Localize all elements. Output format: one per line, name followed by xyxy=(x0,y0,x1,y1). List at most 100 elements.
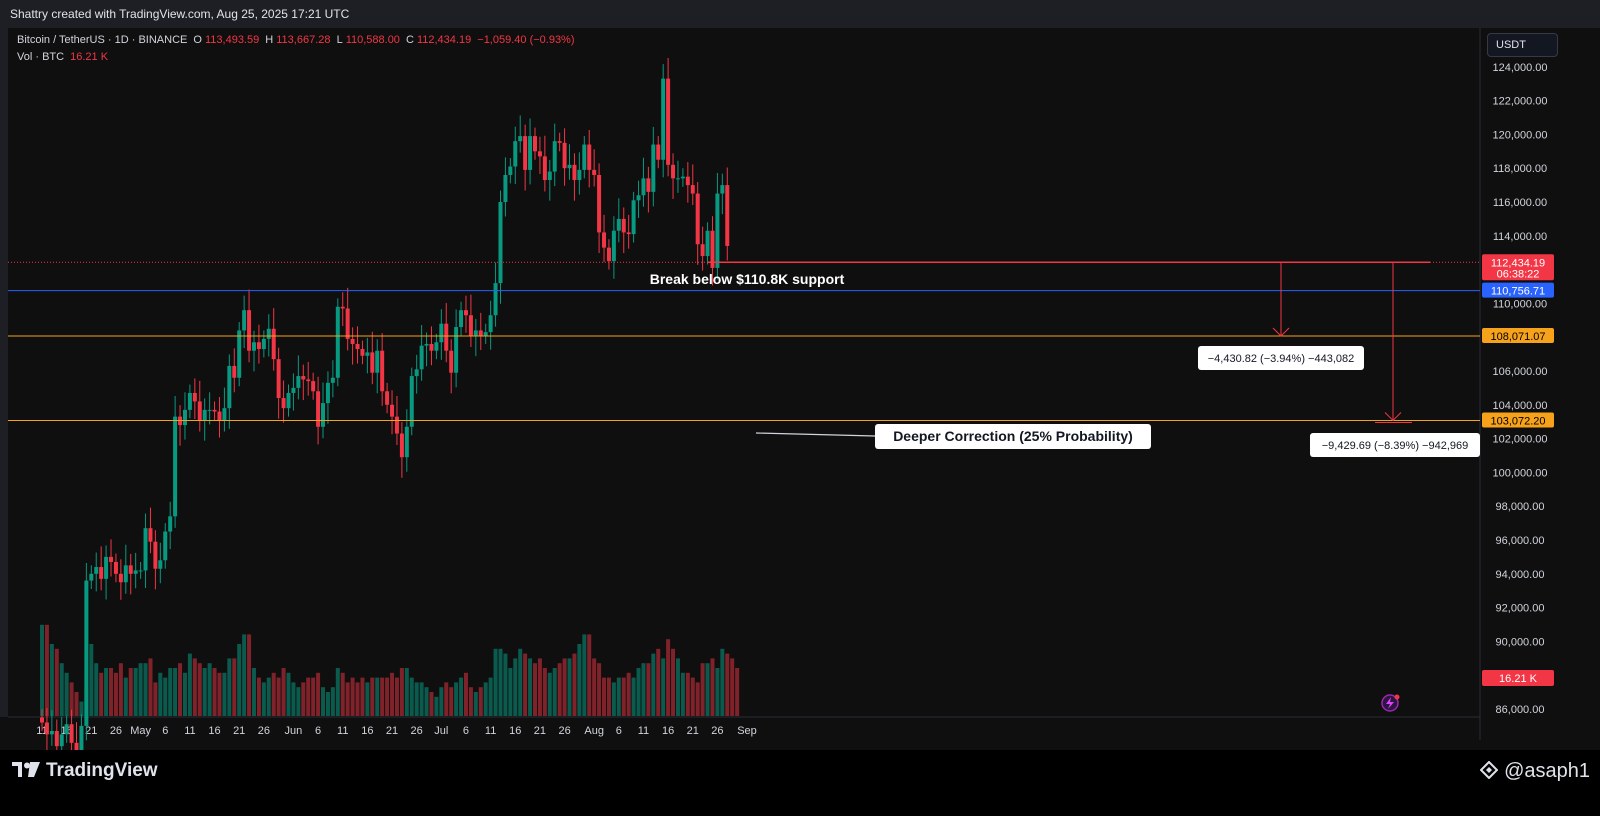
volume-bar xyxy=(40,624,44,716)
candle-body xyxy=(725,185,730,246)
price-axis xyxy=(1480,28,1600,750)
candle-body xyxy=(360,349,365,356)
volume-bar xyxy=(508,668,513,716)
candle-body xyxy=(710,230,715,268)
candle xyxy=(89,565,94,590)
volume-bar xyxy=(128,668,133,716)
candle-body xyxy=(158,560,163,569)
currency-button[interactable]: USDT xyxy=(1487,33,1558,57)
candle-body xyxy=(444,323,449,351)
volume-bar xyxy=(434,696,439,716)
candle-body xyxy=(394,416,399,434)
candle-body xyxy=(528,136,533,170)
volume-bar xyxy=(375,677,380,716)
candle-body xyxy=(404,426,409,458)
volume-bar xyxy=(311,677,316,716)
y-tick-label: 86,000.00 xyxy=(1496,704,1545,716)
candle xyxy=(148,507,153,554)
volume-bar xyxy=(261,682,266,716)
candle xyxy=(503,157,508,217)
candle-body xyxy=(498,202,503,284)
author-name: @asaph1 xyxy=(1504,760,1590,782)
close-value: 112,434.19 xyxy=(416,34,472,46)
candle-body xyxy=(454,327,459,373)
candle-body xyxy=(537,151,542,157)
candle-body xyxy=(286,392,291,409)
candle xyxy=(646,166,651,213)
volume-label[interactable]: Vol · BTC xyxy=(17,51,65,63)
candle-body xyxy=(113,561,118,574)
candle-body xyxy=(207,409,212,411)
candle-body xyxy=(375,350,380,373)
arrow-head-1 xyxy=(1272,327,1290,337)
candles xyxy=(40,58,730,750)
high-value: 113,667.28 xyxy=(276,34,331,46)
candle xyxy=(439,309,444,360)
callout-connector xyxy=(755,432,876,437)
binance-icon xyxy=(1480,761,1499,779)
candle-body xyxy=(449,350,454,373)
lightning-icon xyxy=(1386,697,1394,709)
x-tick-label: 16 xyxy=(361,725,373,737)
volume-bar xyxy=(163,677,168,716)
volume-bar xyxy=(385,677,390,716)
candle-body xyxy=(345,308,350,339)
volume-bar xyxy=(118,663,123,716)
volume-bar xyxy=(109,668,114,716)
volume-bar xyxy=(621,677,626,716)
candle xyxy=(700,226,705,271)
candle-body xyxy=(306,379,311,382)
candle-body xyxy=(153,541,158,569)
candle-body xyxy=(84,580,89,726)
volume-bar xyxy=(616,677,621,716)
top-bar: Shattry created with TradingView.com, Au… xyxy=(0,0,1600,28)
candle-body xyxy=(370,352,375,373)
candle-body xyxy=(434,342,439,351)
x-tick-label: 26 xyxy=(110,725,122,737)
y-tick-label: 116,000.00 xyxy=(1493,197,1547,209)
volume-bar xyxy=(207,663,212,716)
candle-body xyxy=(414,369,419,377)
volume-bar xyxy=(463,672,468,716)
candle xyxy=(291,373,296,411)
level-price-tag xyxy=(1482,282,1554,298)
candle xyxy=(365,337,370,374)
volume-bar xyxy=(700,663,705,716)
volume-bar xyxy=(390,672,395,716)
candle xyxy=(483,323,488,344)
volume-bar xyxy=(286,672,291,716)
candle xyxy=(192,378,197,419)
tradingview-logo[interactable]: TradingView xyxy=(12,760,158,782)
candle xyxy=(187,384,192,419)
candle xyxy=(666,58,671,177)
candle-body xyxy=(671,164,676,179)
volume-bar xyxy=(518,648,523,716)
candle xyxy=(316,376,321,445)
candle xyxy=(54,719,59,750)
volume-bar xyxy=(192,658,197,716)
volume-bar xyxy=(49,644,54,716)
volume-bar xyxy=(237,644,242,716)
volume-bar xyxy=(94,663,99,716)
volume-bar xyxy=(444,682,449,716)
candle-body xyxy=(187,392,192,410)
candlestick-chart[interactable]: 124,000.00 122,000.00 120,000.00 118,000.00… xyxy=(0,0,1600,750)
candle-body xyxy=(316,391,321,427)
volume-bar xyxy=(173,668,178,716)
level-price-tag xyxy=(1482,412,1554,428)
candle-body xyxy=(109,556,114,562)
candle-body xyxy=(478,330,483,336)
left-border xyxy=(0,28,8,750)
symbol-name[interactable]: Bitcoin / TetherUS · 1D · BINANCE xyxy=(17,34,188,46)
candle xyxy=(143,513,148,588)
candle xyxy=(680,168,685,187)
volume-bar xyxy=(557,663,562,716)
candle xyxy=(508,158,513,184)
open-value: 113,493.59 xyxy=(204,34,260,46)
candle xyxy=(64,715,69,743)
candle xyxy=(113,553,118,583)
candle xyxy=(123,544,128,594)
level-price-label: 103,072.20 xyxy=(1490,415,1545,427)
x-tick-label: 16 xyxy=(662,725,674,737)
author-tag: @asaph1 xyxy=(1480,760,1590,783)
